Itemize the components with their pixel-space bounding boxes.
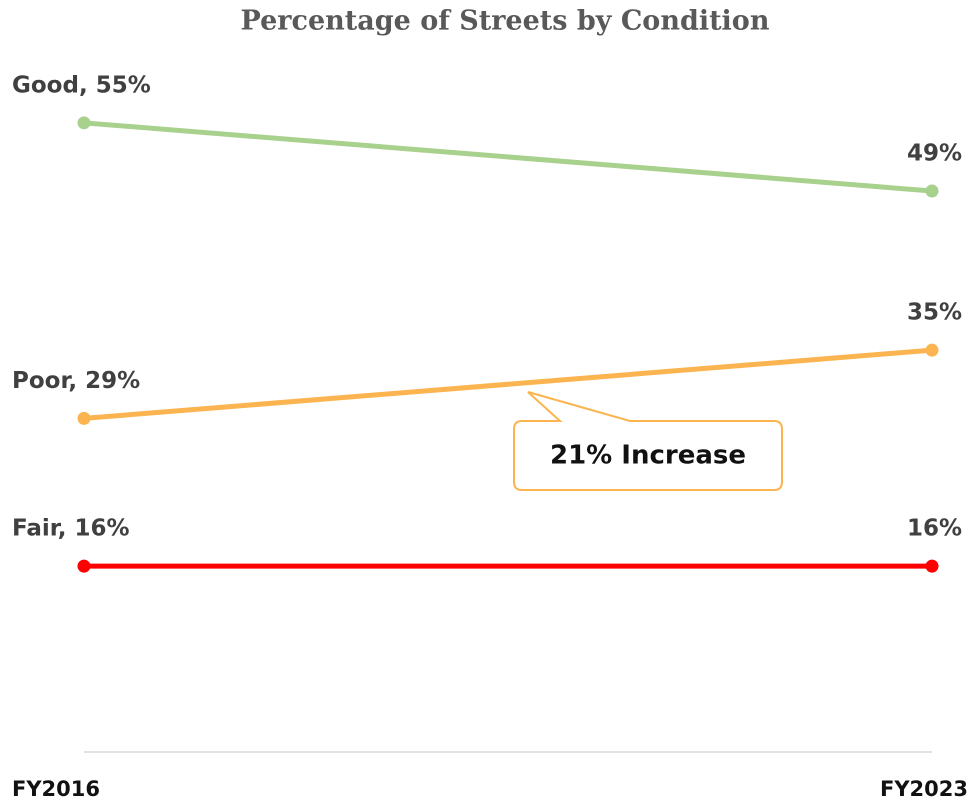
data-label: Good, 55%	[12, 72, 151, 98]
data-label: 35%	[907, 300, 962, 326]
data-label: 49%	[907, 141, 962, 167]
point	[925, 184, 939, 198]
x-tick-label: FY2016	[12, 777, 100, 801]
line	[83, 347, 933, 421]
data-label: 16%	[907, 516, 962, 542]
annotation: 21% Increase	[550, 441, 746, 471]
data-label: Poor, 29%	[12, 368, 140, 394]
line	[83, 120, 933, 194]
point	[925, 559, 939, 573]
data-label: Fair, 16%	[12, 516, 130, 542]
point	[925, 343, 939, 357]
chart-title: Percentage of Streets by Condition	[241, 6, 770, 37]
x-tick-label: FY2023	[880, 777, 968, 801]
point	[77, 116, 91, 130]
point	[77, 411, 91, 425]
callout-box	[513, 391, 783, 491]
point	[77, 559, 91, 573]
